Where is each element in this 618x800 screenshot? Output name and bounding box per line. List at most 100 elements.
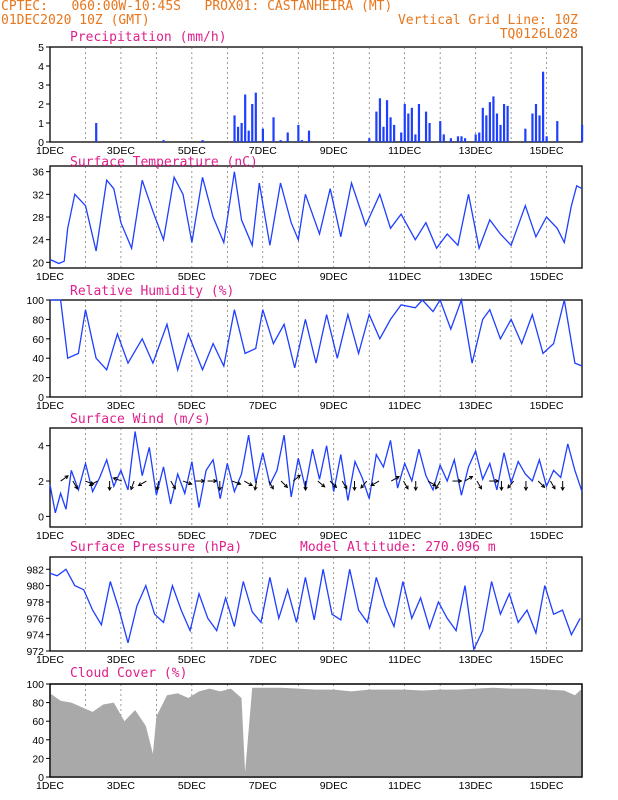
precip-bar (502, 104, 506, 142)
wind-arrow (292, 474, 301, 482)
wind-arrow-head (64, 475, 69, 480)
wind-arrow-head (236, 481, 242, 486)
pressure-ytick-label: 982 (26, 564, 44, 576)
cloud-frame-overlay (49, 683, 583, 778)
precip-bar (410, 107, 413, 142)
precip-bar (254, 92, 257, 142)
wind-xtick-label: 3DEC (107, 530, 135, 542)
temp-xtick-label: 5DEC (178, 271, 206, 283)
wind-arrow (113, 477, 123, 482)
wind-arrow (435, 480, 441, 490)
cloud-xtick-label: 13DEC (459, 780, 493, 792)
wind-xtick-label: 9DEC (320, 530, 348, 542)
pressure-xtick-label: 11DEC (388, 654, 421, 666)
precip-bar (389, 117, 392, 142)
wind-arrow (60, 475, 69, 482)
pressure-title: Surface Pressure (hPa) (70, 540, 242, 555)
wind-ytick-label: 2 (38, 476, 44, 488)
precip-bar (272, 117, 275, 142)
header-station: CPTEC: 060:00W-10:45S PROX01: CASTANHEIR… (1, 0, 393, 14)
precip-ytick-label: 2 (38, 99, 44, 111)
cloud-xtick-label: 5DEC (178, 780, 206, 792)
wind-arrow (464, 476, 473, 482)
precip-bar (460, 136, 463, 142)
rh-ytick-label: 80 (32, 314, 44, 326)
cloud-ytick-label: 20 (32, 753, 44, 765)
wind-arrow (507, 480, 515, 489)
temp-ytick-label: 36 (32, 167, 44, 179)
precip-xtick-label: 9DEC (320, 145, 348, 157)
pressure-ytick-label: 974 (26, 630, 44, 642)
pressure-xtick-label: 1DEC (36, 654, 64, 666)
precip-bar (556, 121, 559, 142)
precip-bar (95, 123, 98, 142)
rh-xtick-label: 1DEC (36, 400, 64, 412)
precip-bar (424, 111, 428, 142)
precip-bar (531, 113, 534, 142)
precip-bar (368, 138, 371, 142)
wind-arrow-head (88, 482, 94, 487)
precip-xtick-label: 3DEC (107, 145, 135, 157)
temp-xtick-label: 9DEC (320, 271, 348, 283)
wind-arrow-head (74, 485, 78, 490)
temp-ytick-label: 20 (32, 257, 44, 269)
wind-arrow-head (217, 486, 222, 492)
precip-bar (201, 140, 204, 142)
precip-bar (300, 140, 304, 142)
precip-bar (541, 71, 545, 142)
wind-arrow (390, 476, 400, 482)
wind-arrow-head (352, 486, 357, 492)
precip-xtick-label: 15DEC (530, 145, 564, 157)
wind-arrow (231, 480, 241, 485)
precip-xtick-label: 1DEC (36, 145, 64, 157)
wind-arrow (476, 480, 482, 490)
precip-bar (233, 115, 236, 142)
precip-title: Precipitation (mm/h) (70, 30, 227, 45)
precip-bar (456, 136, 460, 142)
temp-xtick-label: 3DEC (107, 271, 135, 283)
precip-bar (524, 128, 527, 142)
precip-bar (247, 130, 250, 142)
wind-arrow (537, 480, 545, 488)
wind-arrow-head (321, 483, 326, 488)
precip-bar (488, 102, 491, 142)
header-grid-line: Vertical Grid Line: 10Z (397, 13, 578, 28)
temp-xtick-label: 13DEC (459, 271, 493, 283)
wind-arrow (72, 480, 78, 490)
precip-xtick-label: 13DEC (459, 145, 493, 157)
precip-xtick-label: 7DEC (249, 145, 277, 157)
precip-bar (506, 105, 509, 142)
wind-arrow-head (343, 485, 348, 490)
wind-xtick-label: 11DEC (388, 530, 421, 542)
precip-bar (400, 132, 403, 142)
precip-bar (240, 123, 243, 142)
rh-xtick-label: 7DEC (249, 400, 277, 412)
precip-ytick-label: 0 (38, 137, 44, 149)
wind-arrow-head (458, 478, 463, 484)
precip-bar (439, 121, 442, 142)
temp-xtick-label: 1DEC (36, 271, 64, 283)
wind-arrow (89, 480, 98, 486)
cloud-xtick-label: 1DEC (36, 780, 64, 792)
wind-arrow-head (551, 485, 556, 490)
wind-arrow (317, 480, 325, 488)
wind-arrow (329, 480, 337, 488)
temp-frame (49, 165, 583, 269)
wind-arrow (268, 480, 274, 490)
wind-arrow-head (499, 486, 504, 492)
wind-arrow-head (172, 485, 176, 490)
precip-bar (378, 98, 382, 142)
wind-xtick-label: 7DEC (249, 530, 277, 542)
wind-arrow (280, 480, 288, 488)
precip-bar (417, 104, 421, 142)
wind-series-line (49, 431, 583, 514)
wind-arrow-head (137, 482, 143, 487)
wind-arrow (156, 480, 160, 490)
wind-arrow-head (332, 483, 338, 489)
cloud-xtick-label: 7DEC (249, 780, 277, 792)
wind-arrow-head (435, 485, 439, 490)
precip-bar (428, 123, 431, 142)
wind-arrow (182, 480, 192, 485)
rh-ytick-label: 40 (32, 353, 44, 365)
cloud-title: Cloud Cover (%) (70, 666, 187, 681)
